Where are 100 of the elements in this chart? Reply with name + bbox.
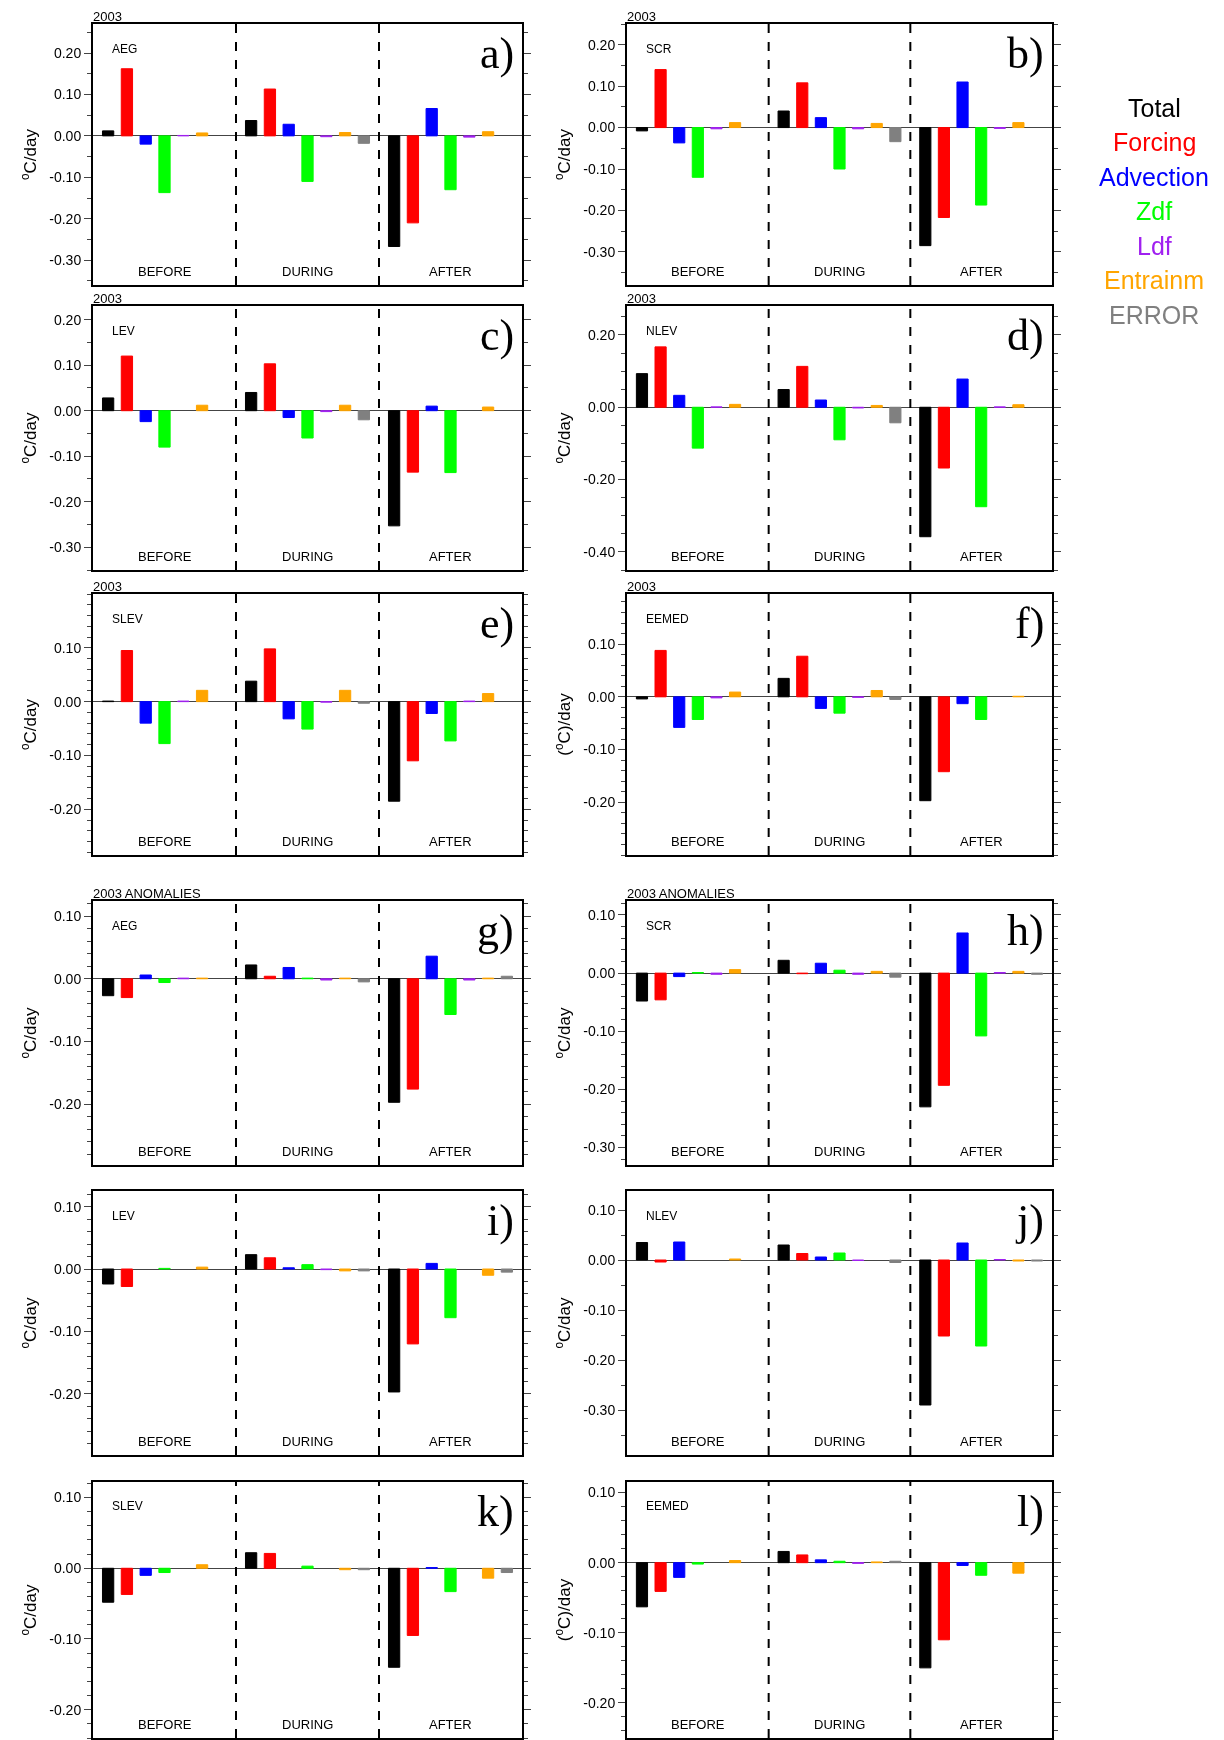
- bar: [796, 365, 809, 408]
- bar: [654, 972, 667, 1001]
- bar: [937, 1562, 951, 1641]
- bar: [654, 346, 667, 408]
- y-tick-label: -0.10: [583, 1624, 616, 1641]
- x-tick-label: BEFORE: [138, 834, 192, 849]
- bar: [919, 972, 932, 1108]
- bar: [956, 932, 969, 974]
- bar: [956, 378, 969, 408]
- chart-title: 2003: [627, 9, 656, 24]
- text: LEV: [112, 1209, 135, 1223]
- y-tick-label: -0.10: [583, 741, 616, 758]
- y-tick-label: -0.40: [583, 543, 616, 560]
- bar: [975, 1562, 988, 1576]
- x-tick-label: BEFORE: [138, 1717, 192, 1732]
- bar: [889, 406, 902, 424]
- y-tick-label: 0.10: [587, 1201, 616, 1218]
- x-tick-label: BEFORE: [138, 1434, 192, 1449]
- bar: [425, 955, 438, 980]
- y-tick-label: 0.10: [53, 86, 82, 103]
- bar: [244, 1254, 258, 1270]
- bar: [139, 410, 152, 423]
- text: SCR: [646, 919, 672, 933]
- y-tick-label: 0.20: [53, 44, 82, 61]
- bar: [158, 1567, 171, 1574]
- bar: [654, 1259, 667, 1263]
- y-tick-label: 0.20: [587, 326, 616, 343]
- annotation: a): [480, 29, 515, 78]
- bar: [481, 1268, 495, 1276]
- bar: [691, 127, 704, 178]
- bar: [673, 394, 686, 408]
- bar: [889, 1259, 902, 1263]
- y-tick-label: -0.20: [583, 1351, 616, 1368]
- bar: [444, 701, 457, 742]
- chart-title: 2003: [627, 579, 656, 594]
- bar: [635, 696, 649, 700]
- bar: [814, 1559, 827, 1564]
- bar: [444, 1567, 457, 1593]
- bar: [444, 410, 457, 474]
- y-tick-label: -0.20: [49, 1385, 82, 1402]
- y-tick-label: 0.00: [53, 970, 82, 987]
- bar: [425, 405, 438, 412]
- bar: [814, 962, 827, 974]
- annotation: d): [1007, 311, 1044, 360]
- bar: [728, 969, 742, 974]
- y-tick-label: -0.10: [49, 747, 82, 764]
- bar: [728, 1560, 742, 1564]
- bar: [975, 127, 988, 206]
- bar: [158, 135, 171, 194]
- chart-title: 2003: [93, 291, 122, 306]
- bar: [387, 410, 401, 527]
- y-tick-label: -0.10: [49, 1033, 82, 1050]
- bar: [357, 135, 371, 144]
- bar: [244, 391, 258, 412]
- bar: [833, 696, 846, 714]
- annotation: f): [1015, 599, 1045, 648]
- bar: [387, 978, 401, 1103]
- bar: [195, 689, 209, 703]
- y-tick-label: 0.10: [53, 907, 82, 924]
- text: Forcing: [1113, 128, 1197, 156]
- bar: [654, 69, 667, 129]
- bar: [244, 1552, 258, 1569]
- bar: [635, 1562, 649, 1608]
- y-tick-label: 0.10: [587, 635, 616, 652]
- bar: [728, 122, 742, 129]
- x-tick-label: DURING: [814, 549, 866, 564]
- y-tick-label: -0.10: [583, 160, 616, 177]
- y-tick-label: -0.20: [49, 801, 82, 818]
- y-tick-label: -0.30: [49, 539, 82, 556]
- x-tick-label: DURING: [282, 549, 334, 564]
- bar: [777, 677, 790, 698]
- y-tick-label: -0.20: [583, 1694, 616, 1711]
- y-tick-label: 0.10: [587, 906, 616, 923]
- bar: [387, 701, 401, 802]
- bar: [195, 132, 209, 137]
- text: Advection: [1099, 163, 1209, 191]
- annotation: c): [480, 311, 515, 360]
- bar: [158, 410, 171, 448]
- bar: [635, 1242, 649, 1261]
- y-tick-label: 0.10: [53, 357, 82, 374]
- x-tick-label: BEFORE: [671, 1717, 725, 1732]
- bar: [301, 410, 314, 439]
- text: SLEV: [112, 612, 143, 626]
- bar: [244, 680, 258, 703]
- annotation: g): [477, 906, 514, 955]
- bar: [500, 1268, 514, 1273]
- y-tick-label: 0.00: [587, 965, 616, 982]
- bar: [937, 696, 951, 773]
- bar: [937, 127, 951, 218]
- bar: [158, 701, 171, 745]
- bar: [870, 689, 883, 698]
- y-tick-label: 0.00: [53, 127, 82, 144]
- bar: [387, 135, 401, 247]
- bar: [244, 964, 258, 980]
- bar: [338, 404, 352, 412]
- x-tick-label: DURING: [814, 1144, 866, 1159]
- text: NLEV: [646, 324, 678, 338]
- bar: [635, 972, 649, 1002]
- bar: [814, 696, 827, 709]
- bar: [919, 406, 932, 538]
